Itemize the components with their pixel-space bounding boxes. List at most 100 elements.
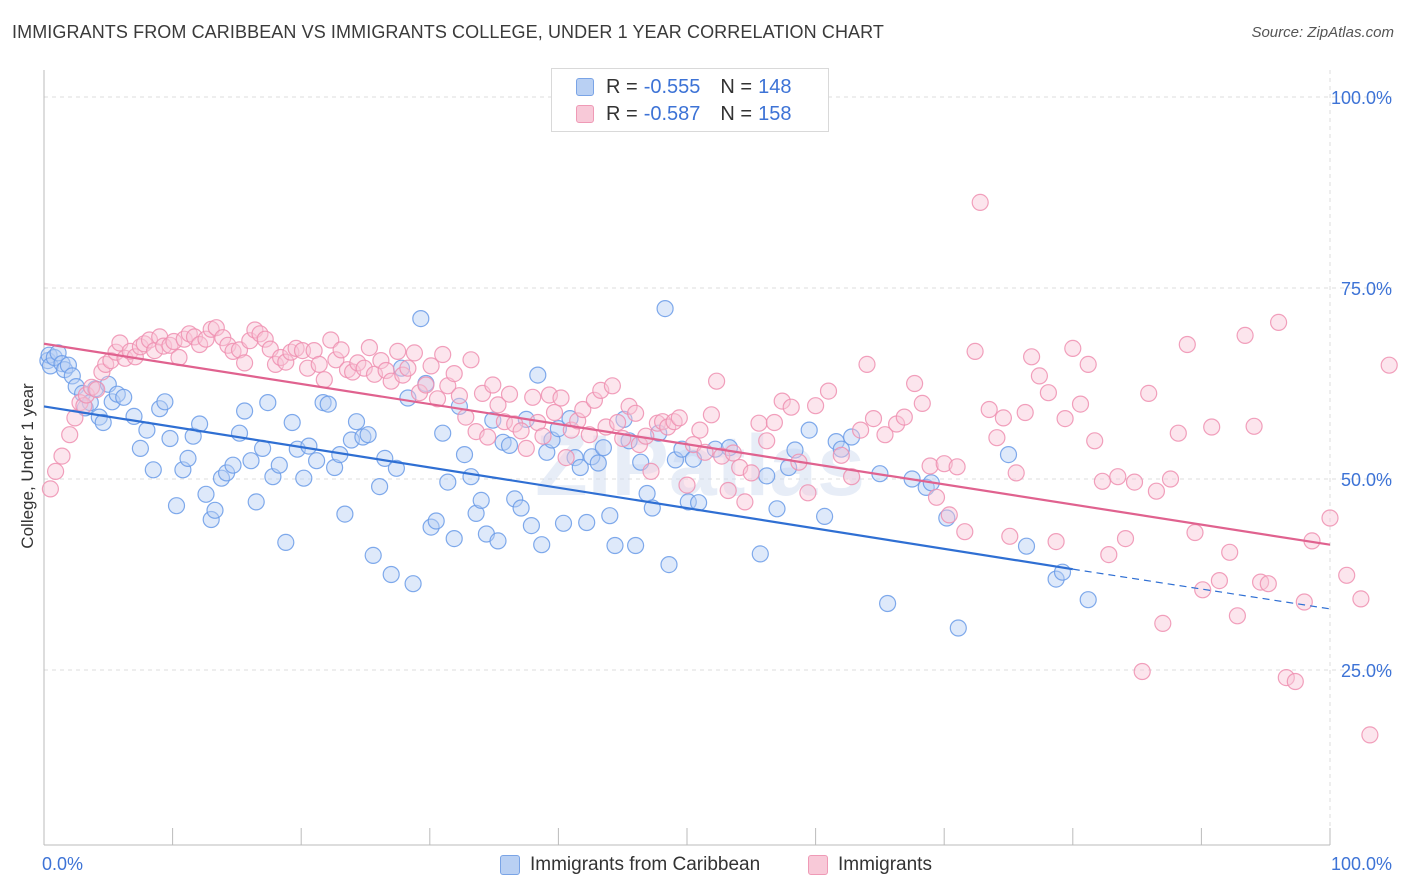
trend-lines	[43, 342, 1331, 610]
point-caribbean	[533, 536, 551, 554]
point-caribbean	[202, 510, 220, 529]
point-caribbean	[512, 499, 530, 517]
point-immigrants	[1154, 614, 1172, 633]
point-immigrants	[670, 409, 688, 427]
point-immigrants	[935, 455, 953, 473]
y-tick-label: 50.0%	[1341, 470, 1392, 490]
point-caribbean	[529, 366, 547, 384]
point-immigrants	[140, 331, 159, 349]
point-immigrants	[256, 330, 274, 348]
point-immigrants	[1228, 607, 1247, 625]
point-caribbean	[247, 493, 265, 511]
point-caribbean	[242, 452, 260, 470]
point-caribbean	[167, 497, 186, 515]
blue-swatch	[576, 78, 594, 96]
point-immigrants	[372, 352, 390, 370]
point-immigrants	[626, 404, 645, 422]
n-value: 158	[758, 102, 792, 125]
point-caribbean	[1017, 537, 1036, 555]
point-caribbean	[472, 491, 490, 509]
point-immigrants	[46, 462, 65, 480]
point-immigrants	[1178, 335, 1196, 354]
point-immigrants	[310, 355, 328, 373]
point-immigrants	[450, 387, 468, 405]
point-caribbean	[660, 555, 678, 574]
point-caribbean	[364, 546, 382, 565]
point-immigrants	[405, 344, 423, 362]
point-caribbean	[382, 565, 400, 584]
gridlines	[44, 70, 1392, 845]
chart-title: IMMIGRANTS FROM CARIBBEAN VS IMMIGRANTS …	[12, 22, 885, 42]
point-immigrants	[620, 397, 638, 415]
point-immigrants	[940, 506, 958, 524]
point-immigrants	[1093, 472, 1112, 490]
y-tick-label: 25.0%	[1341, 661, 1392, 681]
point-caribbean	[949, 619, 967, 637]
point-caribbean	[371, 478, 389, 496]
point-immigrants	[517, 439, 535, 457]
point-immigrants	[277, 353, 295, 371]
point-immigrants	[1140, 384, 1158, 402]
n-value: 148	[758, 75, 792, 98]
point-immigrants	[489, 396, 507, 414]
point-caribbean	[259, 394, 277, 412]
point-immigrants	[765, 413, 784, 432]
point-immigrants	[1194, 581, 1212, 599]
point-immigrants	[1236, 326, 1254, 344]
point-immigrants	[1071, 395, 1090, 413]
point-caribbean	[115, 388, 133, 406]
point-caribbean	[270, 456, 288, 474]
point-immigrants	[360, 339, 378, 357]
point-immigrants	[966, 342, 984, 360]
point-immigrants	[355, 359, 373, 377]
axes	[43, 70, 1331, 846]
point-immigrants	[678, 476, 696, 494]
point-caribbean	[815, 507, 834, 526]
point-immigrants	[434, 345, 452, 364]
point-immigrants	[41, 480, 60, 498]
trend-line-caribbean-extension	[1072, 568, 1331, 610]
point-caribbean	[571, 458, 589, 477]
point-caribbean	[206, 501, 224, 519]
point-immigrants	[1100, 545, 1118, 564]
r-value: -0.555	[643, 75, 701, 98]
point-immigrants	[445, 365, 463, 383]
point-caribbean	[506, 490, 524, 508]
point-immigrants	[773, 392, 791, 410]
point-caribbean	[999, 446, 1018, 464]
series-immigrants-points	[41, 193, 1398, 744]
point-caribbean	[554, 514, 573, 532]
point-caribbean	[583, 448, 601, 466]
x-tick-label: 0.0%	[42, 854, 83, 874]
point-immigrants	[956, 523, 974, 541]
point-immigrants	[479, 428, 497, 446]
point-immigrants	[1001, 527, 1019, 545]
point-immigrants	[921, 457, 939, 475]
point-caribbean	[283, 413, 301, 432]
point-caribbean	[387, 459, 405, 477]
point-immigrants	[1221, 543, 1239, 561]
point-immigrants	[603, 377, 622, 395]
pink-swatch	[808, 855, 828, 875]
point-caribbean	[277, 533, 295, 552]
point-immigrants	[1186, 523, 1204, 542]
point-immigrants	[948, 458, 966, 476]
point-immigrants	[428, 390, 447, 408]
trend-line-immigrants	[43, 342, 1331, 546]
point-caribbean	[656, 300, 674, 318]
point-caribbean	[1047, 570, 1065, 588]
point-immigrants	[1259, 575, 1277, 593]
point-caribbean	[144, 461, 162, 479]
point-immigrants	[484, 376, 502, 394]
x-tick-label: 100.0%	[1331, 854, 1392, 874]
point-caribbean	[758, 467, 776, 485]
point-caribbean	[319, 395, 337, 413]
point-caribbean	[878, 594, 897, 613]
point-caribbean	[179, 449, 197, 467]
trend-line-caribbean	[43, 405, 1073, 571]
point-immigrants	[1116, 529, 1135, 548]
point-caribbean	[59, 356, 78, 374]
point-immigrants	[758, 432, 776, 450]
point-immigrants	[702, 406, 721, 424]
